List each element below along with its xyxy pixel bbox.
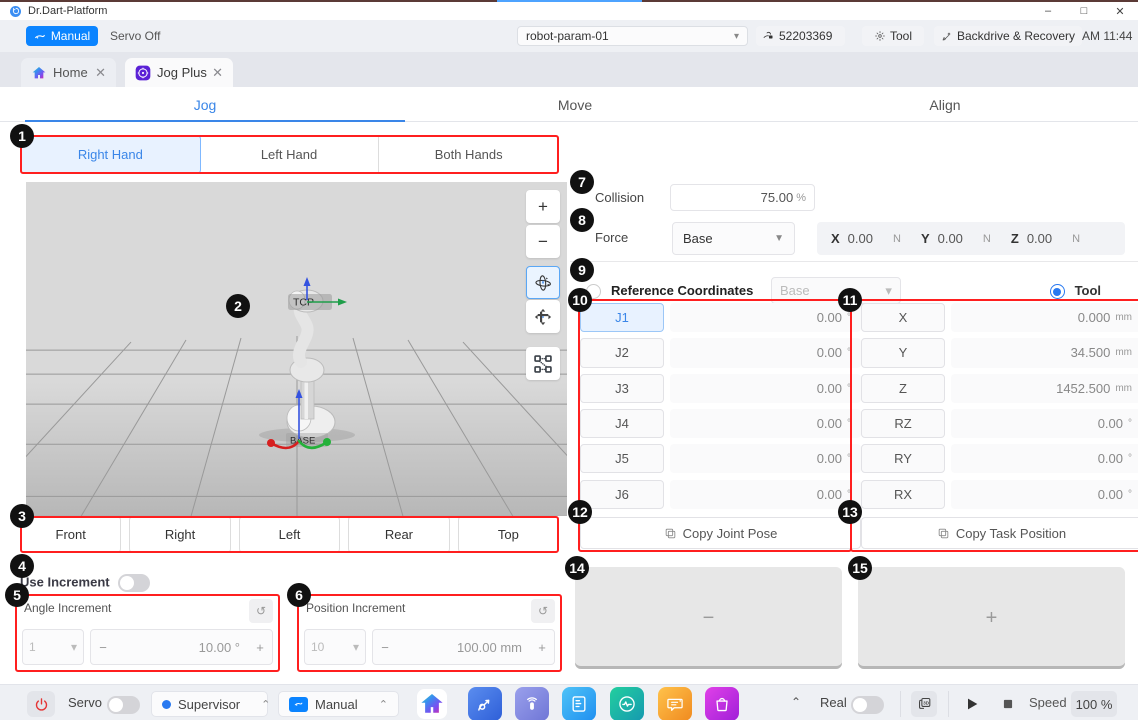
svg-text:3D: 3D	[923, 700, 929, 705]
